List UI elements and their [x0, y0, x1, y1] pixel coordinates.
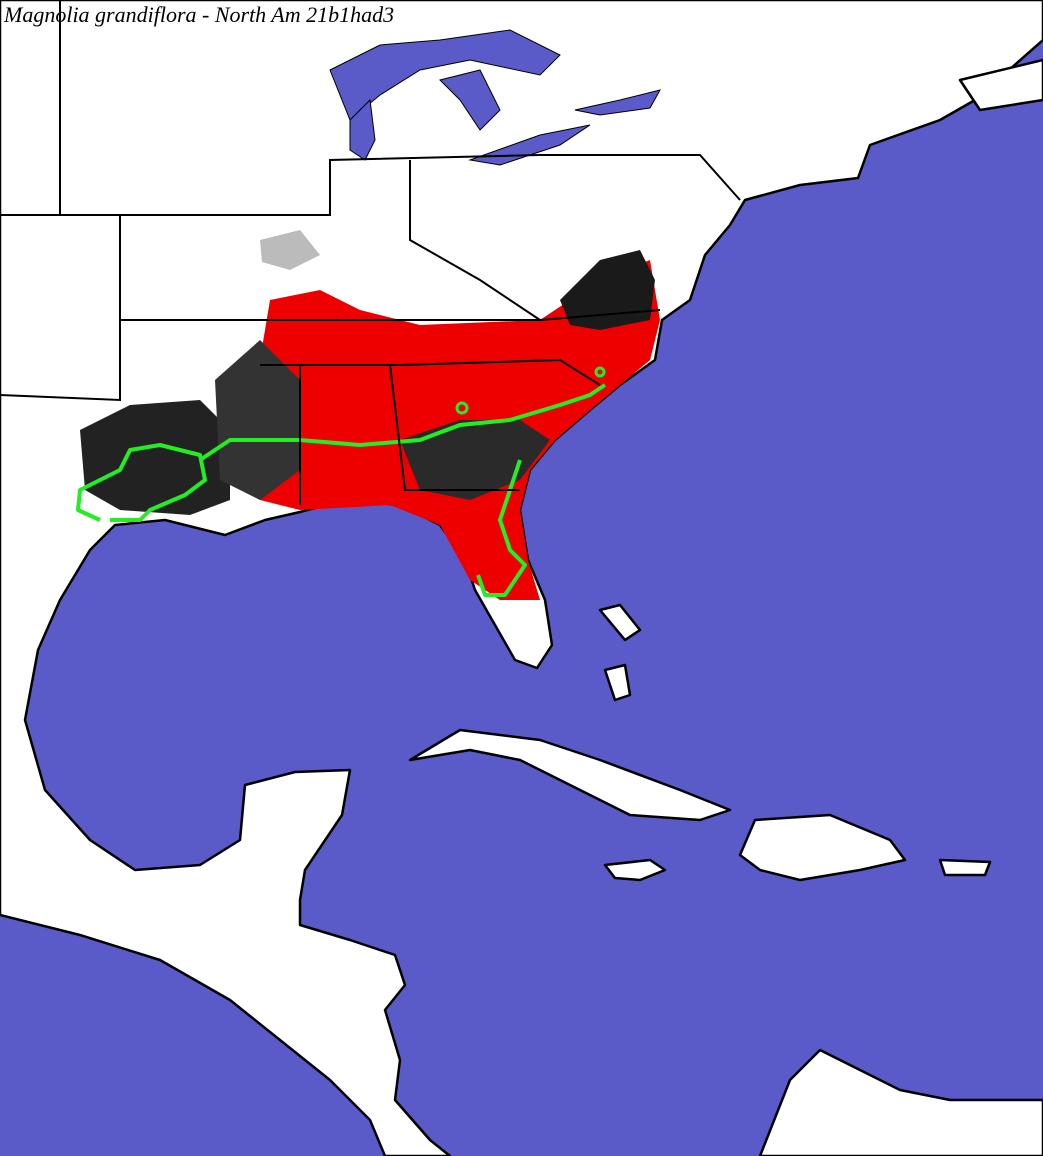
- cuba: [408, 728, 732, 822]
- state-borders: [0, 154, 741, 216]
- jamaica: [603, 858, 667, 882]
- lake-huron: [439, 69, 501, 131]
- grey-region: [260, 230, 320, 270]
- dark-region: [80, 400, 230, 515]
- state-borders: [409, 160, 541, 321]
- lake-michigan: [349, 98, 376, 161]
- state-borders: [389, 364, 520, 491]
- native-range: [594, 366, 606, 378]
- hispaniola: [738, 813, 907, 882]
- bahamas: [603, 663, 632, 702]
- native-range: [198, 383, 607, 462]
- south-america: [758, 1048, 1043, 1156]
- native-range: [476, 459, 527, 597]
- native-range: [455, 401, 469, 415]
- nova-scotia: [958, 58, 1043, 112]
- bahamas: [598, 603, 642, 642]
- lake-ontario: [574, 89, 661, 116]
- dark-region: [560, 250, 655, 330]
- state-borders: [0, 215, 121, 402]
- puerto-rico: [938, 858, 992, 877]
- native-range: [76, 443, 207, 522]
- state-borders: [260, 358, 601, 386]
- map-title: Magnolia grandiflora - North Am 21b1had3: [3, 2, 394, 27]
- dark-region: [215, 340, 300, 500]
